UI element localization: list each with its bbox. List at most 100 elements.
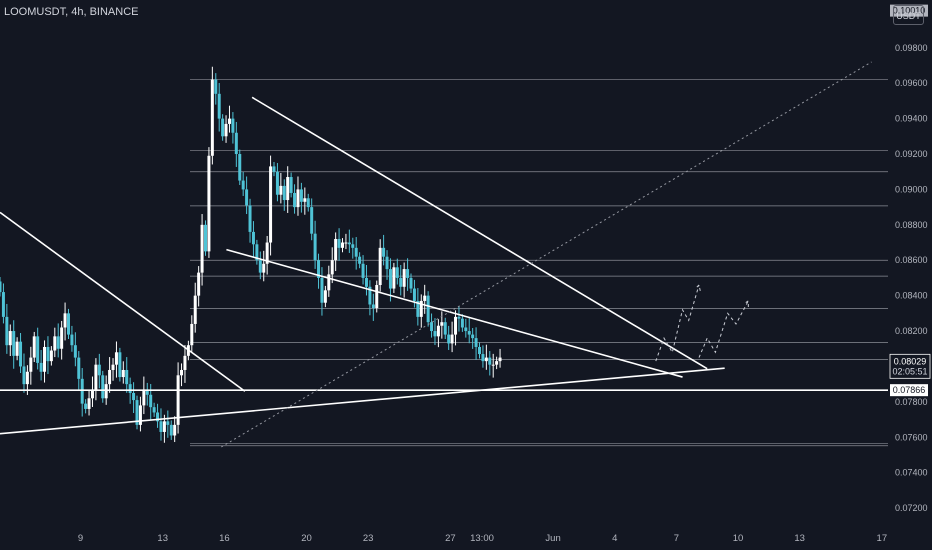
candle-body [173, 424, 177, 436]
candle-body [375, 285, 379, 309]
candle-body [371, 304, 375, 309]
candle-body [197, 272, 201, 296]
trend-drawings[interactable] [0, 61, 888, 448]
price-tick-label: 0.07600 [895, 432, 928, 442]
candle-body [84, 403, 88, 409]
candle-body [457, 316, 461, 319]
time-tick-label: 7 [674, 533, 679, 544]
candle-body [495, 361, 499, 365]
candle-body [395, 267, 399, 278]
projected-path[interactable] [698, 300, 749, 358]
candle-body [272, 166, 276, 172]
time-tick-label: 20 [301, 533, 312, 544]
candle-body [29, 357, 33, 372]
candle-body [358, 256, 362, 264]
candle-body [214, 79, 218, 94]
candle-body [248, 205, 252, 232]
candle-body [39, 362, 43, 372]
candle-body [440, 322, 444, 326]
projected-path[interactable] [655, 284, 700, 362]
candle-body [447, 334, 451, 344]
candle-body [180, 369, 184, 376]
candle-body [433, 331, 437, 337]
candle-body [111, 364, 115, 370]
candle-body [306, 198, 310, 208]
candle-body [142, 389, 146, 406]
candle-body [344, 242, 348, 244]
candle-body [217, 93, 221, 119]
candle-body [135, 400, 139, 425]
falling-wedge-upper-line[interactable] [251, 96, 708, 370]
candle-body [63, 313, 67, 328]
candle-body [70, 334, 74, 346]
candle-body [0, 281, 2, 293]
candle-body [419, 300, 423, 317]
support-trendline[interactable] [0, 367, 725, 435]
candle-body [354, 247, 358, 257]
falling-wedge-lower-line[interactable] [226, 248, 683, 378]
candle-body [210, 79, 214, 156]
candle-body [159, 421, 163, 432]
candle-body [94, 364, 98, 390]
candle-body [467, 331, 471, 335]
candle-body [67, 313, 71, 335]
price-tick-label: 0.09800 [895, 43, 928, 53]
candle-body [176, 375, 180, 425]
currency-button[interactable]: USDT [893, 5, 924, 25]
candle-body [224, 123, 228, 137]
candle-body [152, 407, 156, 413]
candle-body [56, 336, 60, 349]
candle-body [402, 269, 406, 287]
candle-body [221, 118, 225, 137]
price-tick-label: 0.08600 [895, 255, 928, 265]
candle-body [498, 357, 502, 362]
candle-body [36, 336, 40, 363]
candle-body [125, 369, 129, 385]
candle-body [409, 277, 413, 289]
candle-body [269, 166, 273, 243]
candle-body [43, 346, 47, 372]
price-tick-label: 0.08200 [895, 326, 928, 336]
price-tick-label: 0.09400 [895, 114, 928, 124]
candle-body [430, 322, 434, 332]
candle-body [258, 260, 262, 273]
candle-body [347, 242, 351, 245]
candle-body [289, 177, 293, 193]
candle-body [104, 384, 108, 399]
candle-body [12, 331, 16, 356]
left-downtrend-line[interactable] [0, 211, 246, 392]
time-tick-label: 13 [157, 533, 168, 544]
bar-countdown-label: 02:05:51 [892, 366, 927, 376]
candle-body [313, 233, 317, 261]
candle-body [169, 424, 173, 436]
time-tick-label: 23 [363, 533, 374, 544]
candle-body [22, 366, 26, 385]
dotted-projection-line[interactable] [221, 61, 872, 448]
candle-body [32, 336, 36, 358]
candle-body [53, 336, 57, 351]
candle-body [491, 364, 495, 366]
candlesticks [0, 66, 502, 443]
time-axis: 9 13 16 20 23 27 13:00 Jun 4 7 10 13 17 [78, 533, 887, 544]
candle-body [275, 171, 279, 195]
candle-body [450, 334, 454, 344]
candle-body [49, 350, 53, 362]
candle-body [282, 185, 286, 201]
candle-body [101, 375, 105, 399]
candle-body [464, 327, 468, 332]
candle-body [382, 247, 386, 257]
price-tick-label: 0.07400 [895, 468, 928, 478]
candle-body [378, 247, 382, 286]
candle-body [262, 263, 266, 273]
candle-body [330, 260, 334, 275]
candle-body [484, 357, 488, 362]
candle-body [231, 118, 235, 133]
candle-body [238, 154, 242, 181]
candle-body [399, 277, 403, 287]
candle-body [162, 421, 166, 432]
candle-body [207, 155, 211, 252]
candle-body [5, 316, 9, 346]
time-tick-label: 13 [794, 533, 805, 544]
candle-body [255, 244, 259, 261]
